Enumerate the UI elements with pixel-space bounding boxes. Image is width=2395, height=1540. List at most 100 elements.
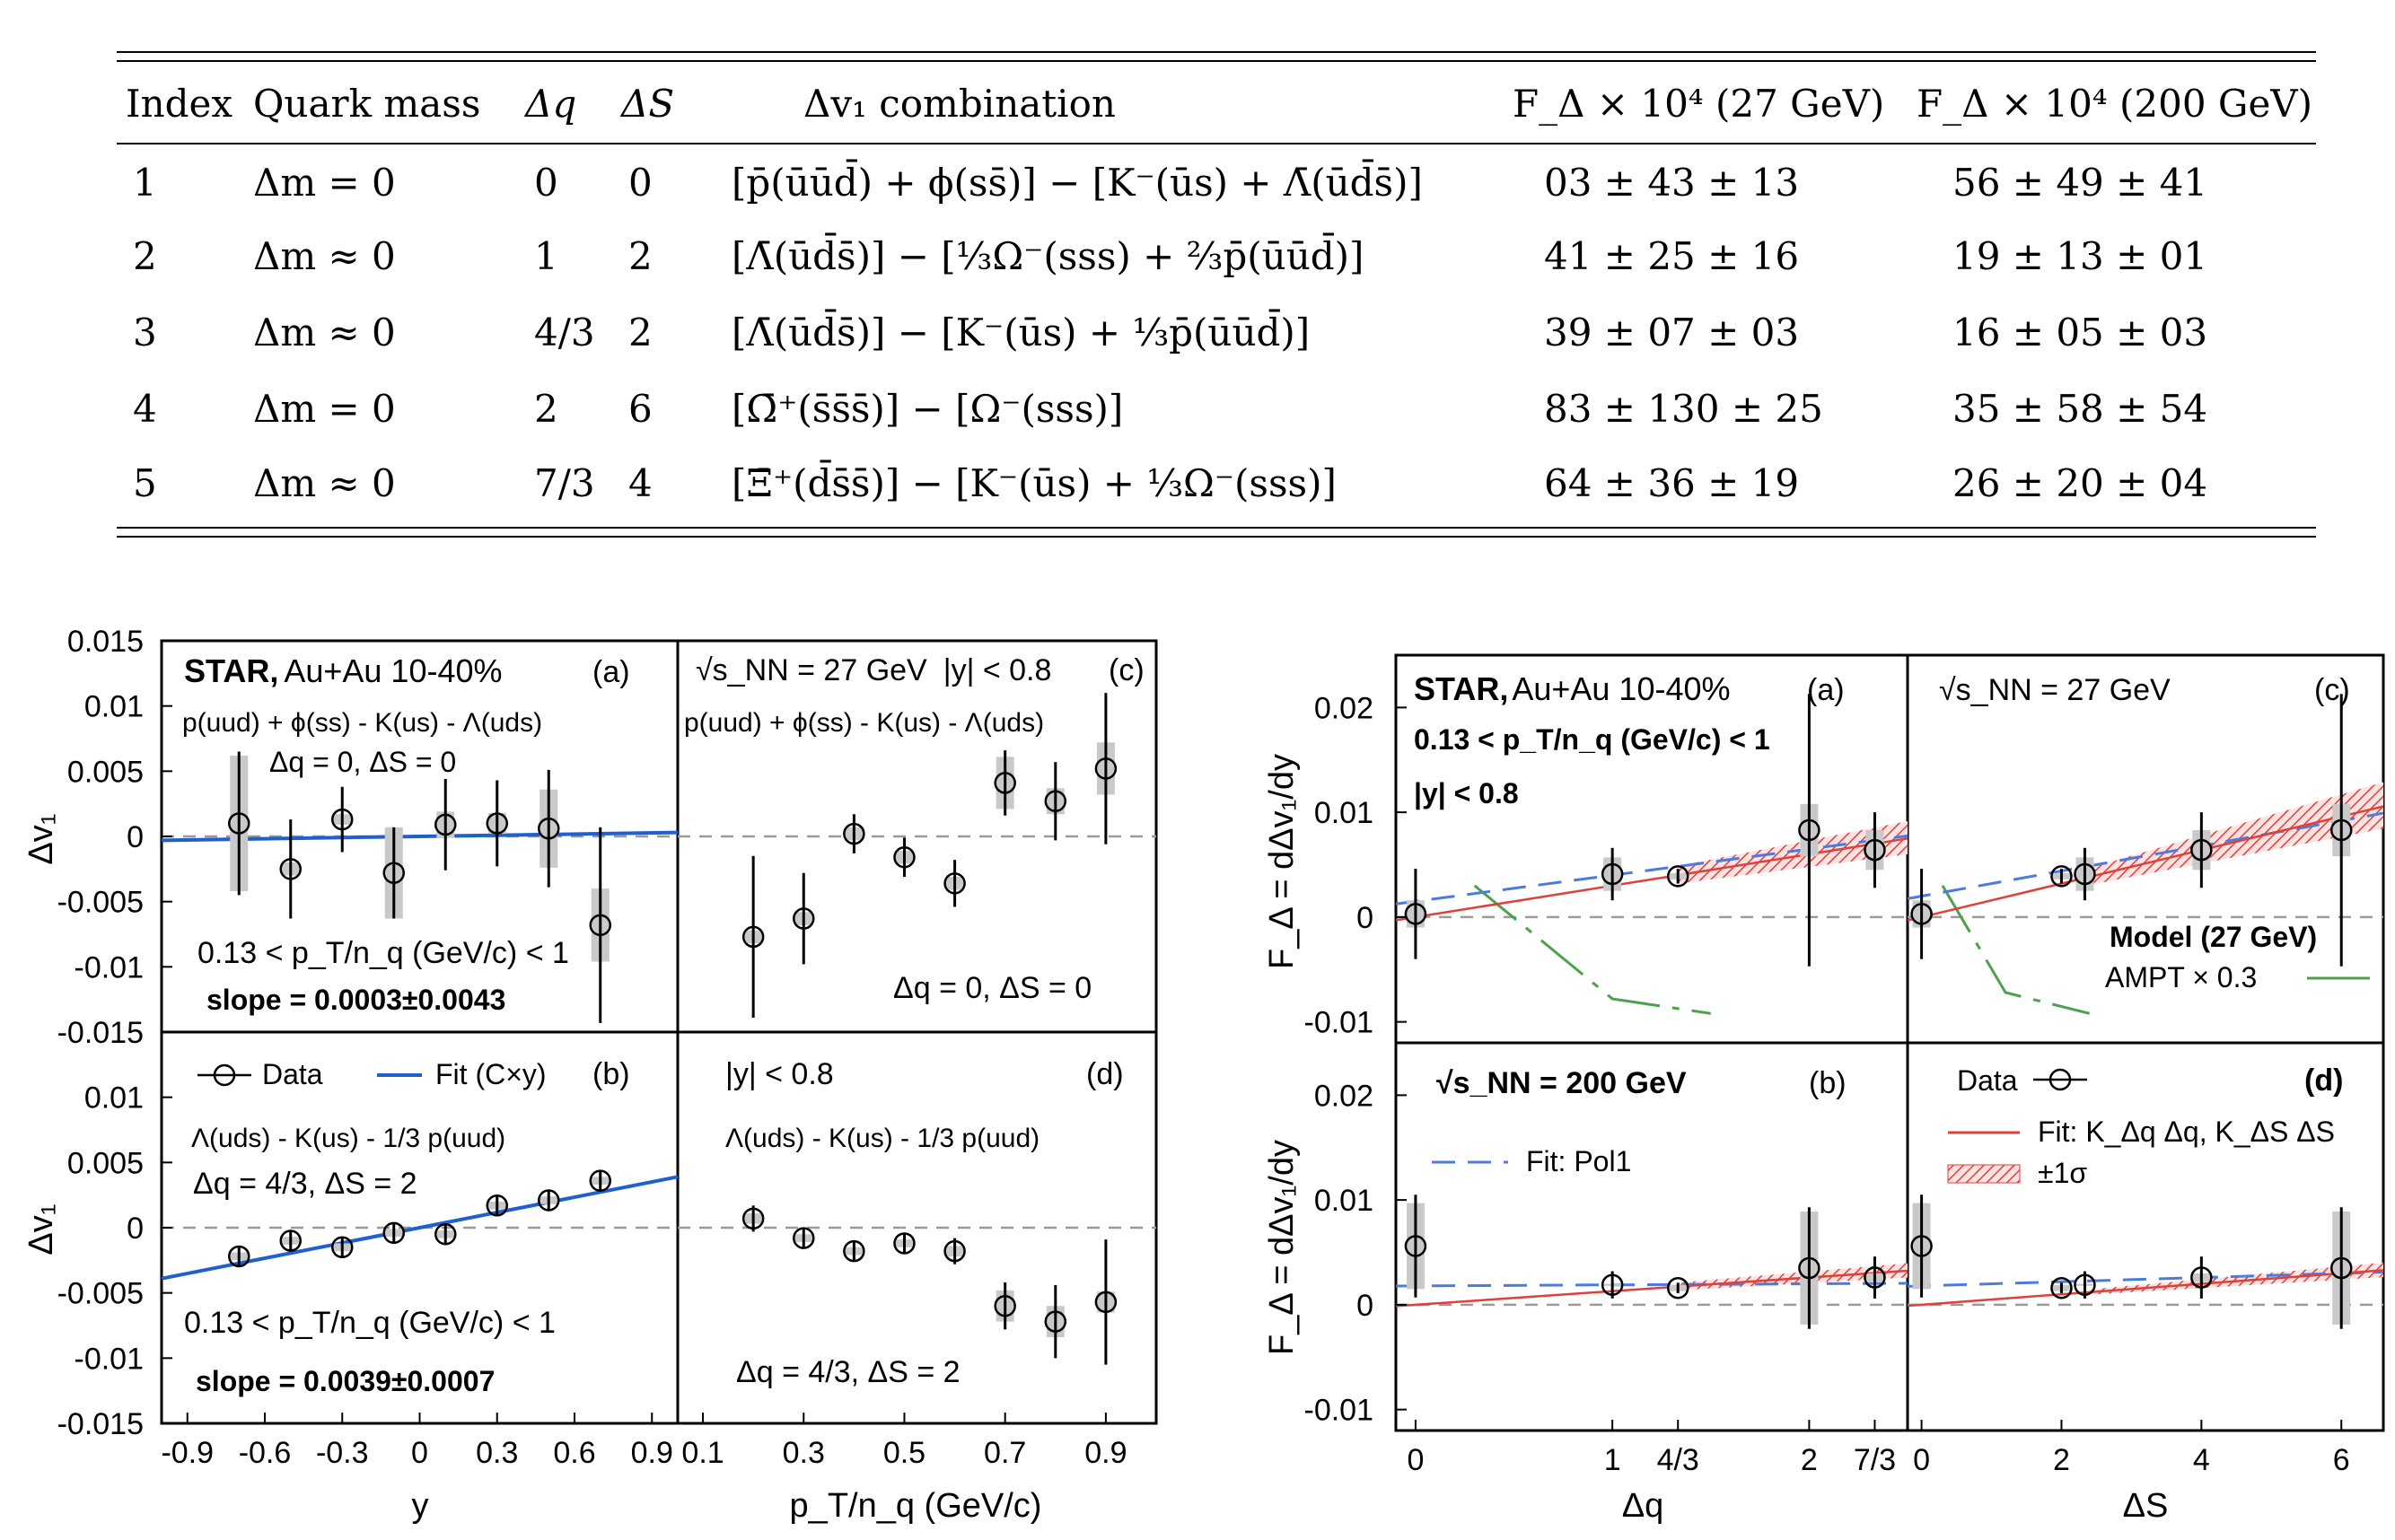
left-c-dqds: Δq = 0, ΔS = 0 [893,971,1092,1005]
panel-right-b-frame [1394,1041,1909,1432]
left-b-dqds: Δq = 4/3, ΔS = 2 [193,1167,417,1201]
table-cell-f27: 64 ± 36 ± 19 [1544,461,1799,505]
header-f200: F_Δ × 10⁴ (200 GeV) [1917,82,2312,126]
right-d-label: (d) [2304,1063,2343,1098]
right-xlabel-ds: ΔS [2123,1487,2169,1525]
right-c-pol1-fit [1907,811,2384,900]
table-cell-f200: 35 ± 58 ± 54 [1952,387,2207,431]
header-dq: Δq [523,82,576,126]
left-c-data-point [1094,757,1118,780]
left-d-data-point [793,1227,815,1249]
left-y-xtick-label: -0.9 [161,1436,214,1470]
right-a-fit-line [1395,837,1908,922]
left-c-combo: p(uud) + ϕ(ss) - K(us) - Λ(uds) [684,708,1044,738]
right-a-data-point [1864,838,1886,862]
table-cell-f200: 16 ± 05 ± 03 [1952,311,2207,354]
header-ds: ΔS [619,82,674,126]
left-d-data-point [843,1239,865,1263]
left-a-dqds: Δq = 0, ΔS = 0 [269,746,456,778]
left-c-data-point [893,846,916,869]
left-c-data-point [741,925,765,949]
table-cell-combo: [Λ̄(ūd̄s̄)] − [⅓Ω⁻(sss) + ⅔p̄(ūūd̄)] [732,232,1364,278]
left-b-combo: Λ(uds) - K(us) - 1/3 p(uud) [191,1124,505,1153]
left-y-xtick-label: -0.3 [316,1436,369,1470]
band-legend-swatch [1947,1164,2021,1184]
left-b-data-point [434,1223,457,1246]
table-cell-combo: [Ω̄⁺(s̄s̄s̄)] − [Ω⁻(sss)] [732,387,1123,431]
right-a-data-point [1404,903,1427,925]
table-cell-mass: Δm ≈ 0 [253,234,396,278]
right-b-data-point [1666,1276,1689,1299]
right-dq-xtick-label: 4/3 [1657,1443,1699,1477]
left-a-title: STAR, Au+Au 10-40% [184,652,503,689]
right-a-pol1-fit [1395,834,1908,906]
right-b-fit-line [1395,1269,1908,1308]
right-c-data-point [2329,818,2353,842]
table-cell-combo: [p̄(ūūd̄) + ϕ(ss̄)] − [K⁻(ūs) + Λ̄(ūd̄s̄… [732,158,1423,205]
table-cell-ds: 0 [628,161,653,205]
left-d-data-point [1094,1291,1118,1314]
right-data-legend-marker [2048,1068,2072,1091]
left-d-data-point [893,1232,916,1255]
table-cell-f27: 83 ± 130 ± 25 [1544,387,1823,431]
left-a-data-point [434,813,457,836]
right-ds-xtick-label: 2 [2053,1443,2070,1477]
right-bottom-ytick-label: 0.02 [1314,1079,1373,1113]
left-c-data-point [843,822,865,845]
right-dq-xtick-label: 7/3 [1854,1443,1896,1477]
left-b-data-point [279,1229,302,1252]
left-xlabel-y: y [412,1487,429,1525]
right-c-data-point [2074,862,2096,886]
right-b-energy: √s_NN = 200 GeV [1436,1066,1687,1100]
left-top-ytick-label: -0.015 [57,1016,144,1050]
table-body: 1 Δm = 0 0 0 [p̄(ūūd̄) + ϕ(ss̄)] − [K⁻(ūs) +… [133,158,2207,505]
left-y-xtick-label: 0.3 [476,1436,518,1470]
right-dq-xtick-label: 1 [1604,1443,1621,1477]
table-cell-dq: 4/3 [534,311,595,354]
right-ylabel-top: F_Δ = dΔv₁/dy [1263,754,1301,969]
left-d-data-point [994,1294,1016,1317]
left-figure: 0.015 0.01 0.005 0 -0.005 -0.01 -0.015 0.01 0.00… [22,625,1158,1525]
right-a-data-point [1601,862,1624,886]
table-cell-dq: 2 [534,387,558,431]
left-a-data-point [538,818,560,840]
left-pt-xtick-label: 0.5 [883,1436,926,1470]
right-b-data-point [1601,1273,1624,1296]
left-c-data-point [1044,790,1067,813]
right-c-data-point [2190,838,2213,862]
left-a-combo: p(uud) + ϕ(ss) - K(us) - Λ(uds) [182,708,542,738]
table-cell-f200: 56 ± 49 ± 41 [1952,161,2207,205]
right-d-data-point [2190,1266,2213,1289]
table-cell-dq: 7/3 [534,461,595,505]
right-d-data-point [2329,1256,2353,1280]
left-bottom-ytick-label: 0 [127,1212,144,1246]
right-c-model: Model (27 GeV) [2110,921,2317,953]
right-a-ampt-curve [1473,884,1711,1015]
right-d-data-point [2050,1276,2073,1299]
table-cell-f200: 19 ± 13 ± 01 [1952,234,2207,278]
left-bottom-ytick-label: -0.005 [57,1277,144,1311]
left-top-ytick-label: -0.01 [75,950,145,984]
right-ds-xtick-label: 0 [1913,1443,1930,1477]
right-dq-xtick-label: 0 [1407,1443,1424,1477]
table-cell-mass: Δm ≈ 0 [253,311,396,354]
table-cell-combo: [Λ̄(ūd̄s̄)] − [K⁻(ūs) + ⅓p̄(ūūd̄)] [732,308,1310,354]
left-top-ytick-label: 0.015 [67,625,144,659]
table-cell-index: 3 [133,311,157,354]
left-top-ytick-label: -0.005 [57,886,144,920]
right-top-ytick-label: 0.01 [1314,796,1373,830]
right-bottom-ytick-label: 0.01 [1314,1184,1373,1218]
table-header-row: Index Quark mass Δq ΔS Δv₁ combination F… [126,82,2312,126]
left-bottom-ytick-label: -0.015 [57,1407,144,1441]
header-index: Index [126,82,232,126]
left-a-data-point [486,812,508,835]
right-c-label: (c) [2314,673,2350,707]
left-a-data-point [589,914,611,937]
left-d-data-point [943,1239,966,1263]
left-bottom-ytick-label: -0.01 [75,1342,145,1376]
right-d-legend-data: Data [1957,1064,2018,1097]
left-c-data-point [943,872,966,895]
right-ds-xtick-label: 4 [2193,1443,2210,1477]
table-cell-f27: 41 ± 25 ± 16 [1544,234,1799,278]
